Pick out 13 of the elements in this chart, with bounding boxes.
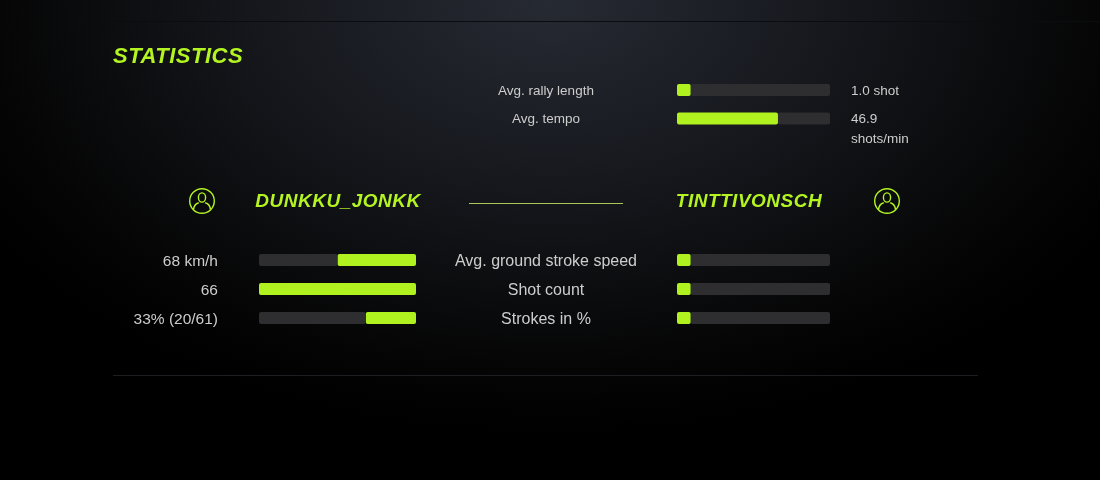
text: 68 km/h [162, 251, 218, 269]
text: 33% (20/61) [133, 309, 218, 327]
y-tick-label: Avg. rally length [498, 82, 594, 98]
text: STATISTICS [113, 43, 244, 68]
y-tick-label: Strokes in % [501, 309, 591, 327]
text: 66 [200, 280, 218, 298]
y-tick-label: Shot count [507, 280, 585, 298]
chart-title: TINTTIVONSCH [675, 190, 823, 211]
chart-title: DUNKKU_JONKK [255, 190, 422, 211]
y-tick-label: Avg. ground stroke speed [454, 251, 638, 269]
text: 46.9 shots/min [851, 111, 909, 146]
y-tick-label: Avg. tempo [511, 111, 581, 127]
text: 1.0 shot [851, 82, 900, 98]
